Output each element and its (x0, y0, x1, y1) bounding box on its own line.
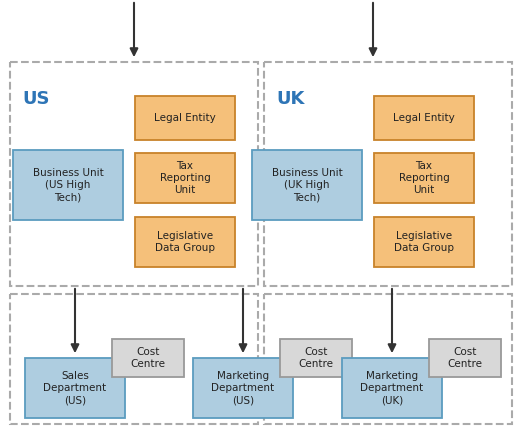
Bar (280, 339, 352, 377)
Text: Legislative
Data Group: Legislative Data Group (394, 231, 454, 253)
Text: Business Unit
(US High
Tech): Business Unit (US High Tech) (33, 168, 103, 202)
Bar (374, 96, 474, 140)
Bar (374, 217, 474, 267)
Text: Business Unit
(UK High
Tech): Business Unit (UK High Tech) (271, 168, 342, 202)
Bar (135, 96, 235, 140)
Text: Cost
Centre: Cost Centre (448, 347, 483, 369)
Bar (264, 62, 512, 286)
Bar (429, 339, 501, 377)
Bar (135, 217, 235, 267)
Text: Legislative
Data Group: Legislative Data Group (155, 231, 215, 253)
Text: Legal Entity: Legal Entity (393, 113, 455, 123)
Bar (25, 358, 125, 418)
Text: Tax
Reporting
Unit: Tax Reporting Unit (399, 160, 449, 195)
Text: Sales
Department
(US): Sales Department (US) (43, 371, 107, 405)
Bar (135, 153, 235, 203)
Bar (374, 153, 474, 203)
Bar (13, 150, 123, 220)
Bar (264, 294, 512, 424)
Text: Legal Entity: Legal Entity (154, 113, 216, 123)
Text: Tax
Reporting
Unit: Tax Reporting Unit (159, 160, 210, 195)
Bar (252, 150, 362, 220)
Bar (112, 339, 184, 377)
Bar (10, 294, 258, 424)
Bar (193, 358, 293, 418)
Bar (10, 62, 258, 286)
Bar (342, 358, 442, 418)
Text: Cost
Centre: Cost Centre (130, 347, 165, 369)
Text: Marketing
Department
(UK): Marketing Department (UK) (361, 371, 423, 405)
Text: UK: UK (276, 90, 304, 108)
Text: Cost
Centre: Cost Centre (298, 347, 334, 369)
Text: Marketing
Department
(US): Marketing Department (US) (211, 371, 275, 405)
Text: US: US (22, 90, 50, 108)
